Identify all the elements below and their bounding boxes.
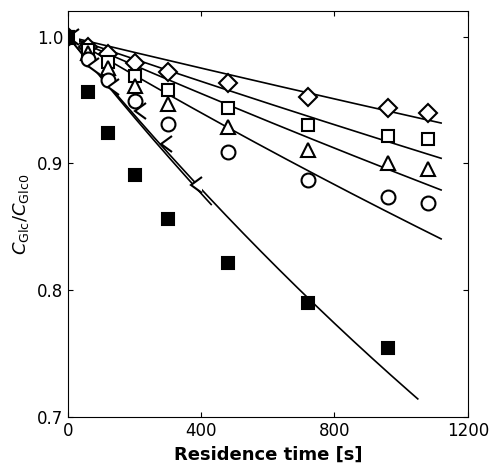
Y-axis label: $C_\mathrm{Glc}/C_\mathrm{Glc0}$: $C_\mathrm{Glc}/C_\mathrm{Glc0}$ (11, 174, 31, 255)
X-axis label: Residence time [s]: Residence time [s] (174, 446, 362, 464)
